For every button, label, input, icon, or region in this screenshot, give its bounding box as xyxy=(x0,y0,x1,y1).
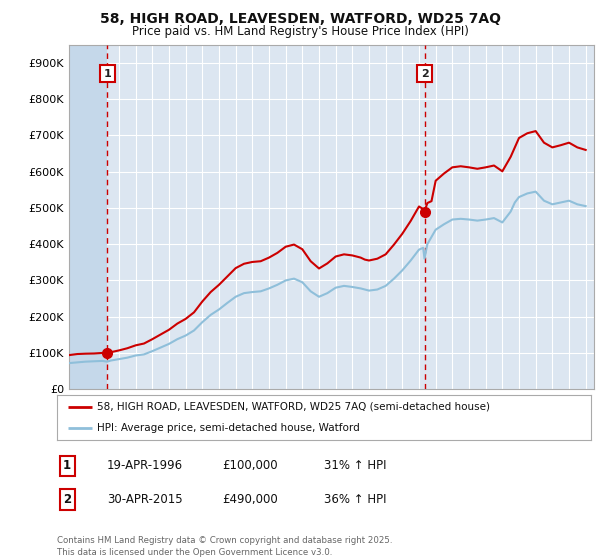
Text: 31% ↑ HPI: 31% ↑ HPI xyxy=(324,459,386,473)
Text: Contains HM Land Registry data © Crown copyright and database right 2025.
This d: Contains HM Land Registry data © Crown c… xyxy=(57,536,392,557)
Text: 2: 2 xyxy=(63,493,71,506)
Text: £100,000: £100,000 xyxy=(222,459,278,473)
Text: £490,000: £490,000 xyxy=(222,493,278,506)
Text: 1: 1 xyxy=(103,69,111,79)
Bar xyxy=(69,45,107,389)
Text: 58, HIGH ROAD, LEAVESDEN, WATFORD, WD25 7AQ: 58, HIGH ROAD, LEAVESDEN, WATFORD, WD25 … xyxy=(100,12,500,26)
Text: 30-APR-2015: 30-APR-2015 xyxy=(107,493,182,506)
Text: 1: 1 xyxy=(63,459,71,473)
Text: 2: 2 xyxy=(421,69,428,79)
Text: 58, HIGH ROAD, LEAVESDEN, WATFORD, WD25 7AQ (semi-detached house): 58, HIGH ROAD, LEAVESDEN, WATFORD, WD25 … xyxy=(97,402,490,412)
Text: Price paid vs. HM Land Registry's House Price Index (HPI): Price paid vs. HM Land Registry's House … xyxy=(131,25,469,38)
Text: 36% ↑ HPI: 36% ↑ HPI xyxy=(324,493,386,506)
Text: HPI: Average price, semi-detached house, Watford: HPI: Average price, semi-detached house,… xyxy=(97,423,360,433)
Text: 19-APR-1996: 19-APR-1996 xyxy=(107,459,183,473)
